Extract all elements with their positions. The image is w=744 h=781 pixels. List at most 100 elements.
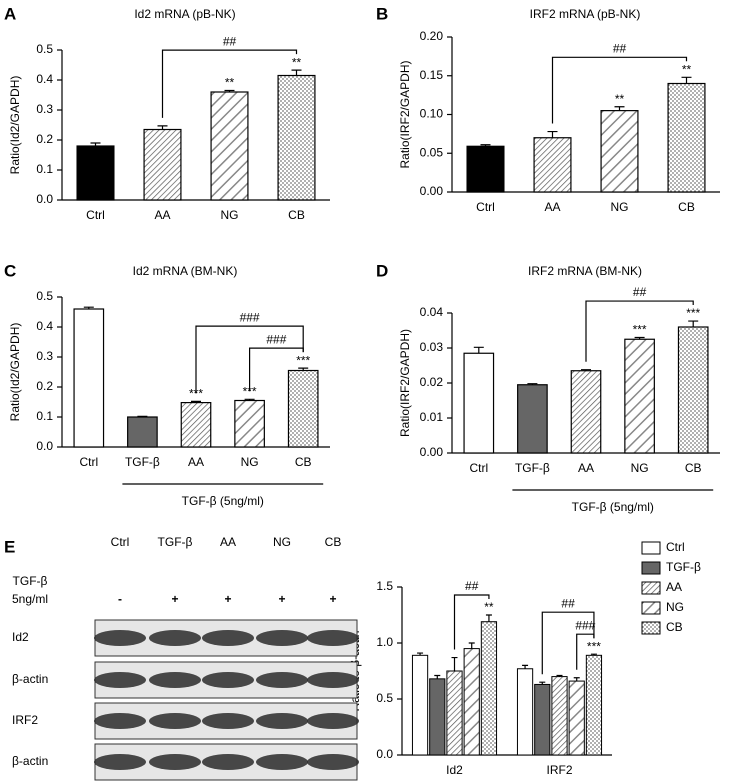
bar: [667, 82, 706, 193]
y-tick-label: 0.02: [420, 375, 444, 389]
bracket-label: ##: [633, 285, 647, 299]
error-bar: [539, 681, 546, 685]
blot-column-label: TGF-β: [158, 535, 193, 549]
panel-label: B: [376, 4, 388, 23]
blot-column-label: CB: [325, 535, 342, 549]
y-tick-label: 0.01: [420, 410, 444, 424]
blot-column-label: AA: [220, 535, 236, 549]
legend-label: CB: [666, 620, 683, 634]
y-tick-label: 1.0: [376, 635, 393, 649]
y-tick-label: 0.0: [36, 439, 53, 453]
blot-treatment-sign: +: [329, 592, 336, 606]
blot-treatment-sign: +: [278, 592, 285, 606]
y-tick-label: 0.4: [36, 72, 53, 86]
error-bar: [522, 664, 529, 669]
y-tick-label: 0.10: [420, 107, 444, 121]
bar: [534, 683, 551, 756]
treatment-label: TGF-β (5ng/ml): [182, 494, 264, 508]
blot-band: [94, 754, 146, 770]
bar: [76, 145, 115, 201]
y-tick-label: 0.20: [420, 29, 444, 43]
blot-row-label: β-actin: [12, 754, 48, 768]
significance: ***: [296, 353, 310, 367]
error-bar: [581, 369, 591, 371]
bar: [143, 128, 182, 201]
significance: **: [484, 600, 494, 614]
x-tick-label: AA: [154, 208, 170, 222]
bar: [677, 326, 709, 454]
y-tick-label: 0.1: [36, 409, 53, 423]
blot-band: [256, 672, 308, 688]
blot-column-label: Ctrl: [111, 535, 130, 549]
blot-band: [256, 630, 308, 646]
error-bar: [573, 677, 580, 682]
significance: **: [682, 62, 692, 76]
blot-band: [307, 672, 359, 688]
bar: [516, 668, 534, 756]
y-axis-label: Ratio(IRF2/GAPDH): [398, 60, 412, 168]
error-bar: [244, 398, 255, 401]
blot-band: [307, 713, 359, 729]
chart-title: IRF2 mRNA (pB-NK): [530, 7, 641, 21]
error-bar: [468, 642, 475, 649]
error-bar: [157, 125, 168, 130]
x-tick-label: NG: [611, 200, 629, 214]
bracket: [453, 594, 490, 650]
y-tick-label: 0.2: [36, 379, 53, 393]
significance: **: [615, 92, 625, 106]
blot-band: [256, 713, 308, 729]
x-tick-label: Ctrl: [86, 208, 105, 222]
significance: **: [225, 76, 235, 90]
panel-label: D: [376, 261, 388, 280]
legend-label: TGF-β: [666, 560, 701, 574]
blot-treatment-label: 5ng/ml: [12, 592, 48, 606]
error-bar: [614, 106, 625, 111]
blot-band: [149, 630, 201, 646]
bar: [568, 680, 585, 756]
bar: [551, 676, 568, 756]
legend-swatch: [641, 561, 661, 575]
legend-swatch: [641, 581, 661, 595]
x-tick-label: Id2: [446, 763, 463, 777]
legend-label: Ctrl: [666, 540, 685, 554]
bar: [463, 352, 495, 454]
bracket: [541, 611, 595, 675]
error-bar: [547, 130, 558, 138]
error-bar: [681, 76, 692, 84]
error-bar: [191, 400, 201, 403]
error-bar: [556, 674, 563, 677]
x-tick-label: AA: [544, 200, 560, 214]
y-tick-label: 0.1: [36, 162, 53, 176]
error-bar: [298, 367, 309, 371]
y-tick-label: 0.0: [376, 747, 393, 761]
significance: ***: [633, 323, 647, 337]
bracket: [585, 300, 694, 362]
blot-treatment-label: TGF-β: [13, 574, 48, 588]
y-tick-label: 1.5: [376, 579, 393, 593]
blot-band: [149, 713, 201, 729]
blot-treatment-sign: -: [118, 592, 122, 606]
error-bar: [434, 674, 441, 679]
x-tick-label: CB: [288, 208, 305, 222]
bar: [624, 338, 655, 454]
chart-title: Id2 mRNA (pB-NK): [134, 7, 235, 21]
x-tick-label: AA: [188, 455, 204, 469]
chart-title: Id2 mRNA (BM-NK): [133, 264, 238, 278]
blot-row-label: Id2: [12, 630, 29, 644]
bracket-label: ###: [240, 310, 260, 324]
x-tick-label: AA: [578, 461, 594, 475]
blot-band: [307, 754, 359, 770]
x-tick-label: Ctrl: [476, 200, 495, 214]
x-tick-label: NG: [241, 455, 259, 469]
x-tick-label: TGF-β: [125, 455, 160, 469]
error-bar: [590, 653, 597, 656]
bracket: [249, 347, 304, 392]
error-bar: [291, 69, 302, 76]
error-bar: [473, 346, 484, 354]
y-tick-label: 0.3: [36, 102, 53, 116]
bar: [210, 91, 249, 201]
chart-title: IRF2 mRNA (BM-NK): [528, 264, 642, 278]
bracket: [576, 633, 595, 670]
blot-band: [202, 672, 254, 688]
